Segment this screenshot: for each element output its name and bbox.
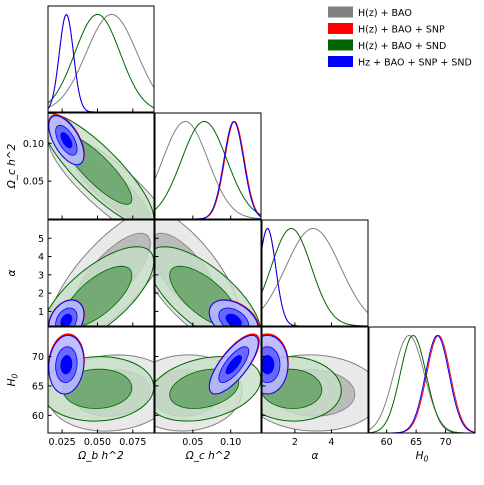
panel-omega_c-alpha — [154, 219, 262, 327]
legend-label-2: H(z) + BAO + SND — [358, 41, 446, 52]
contour-core-3 — [225, 313, 242, 326]
x-tick-label-omega_b: 0.075 — [119, 437, 146, 448]
pdf-omega_b-1 — [48, 13, 154, 112]
pdf-alpha-3 — [262, 227, 368, 326]
pdf-H0-1 — [369, 334, 475, 433]
y-tick-label-alpha: 5 — [38, 234, 44, 245]
x-axis-label-omega_b: Ω_b h^2 — [77, 450, 124, 462]
legend-label-1: H(z) + BAO + SNP — [358, 25, 445, 36]
panel-H0-H0 — [368, 326, 476, 434]
contour-core-3 — [225, 355, 242, 375]
x-tick-label-alpha: 4 — [328, 437, 334, 448]
y-tick-label-omega_c: 0.05 — [23, 177, 44, 188]
y-tick-label-H0: 65 — [32, 381, 44, 392]
x-tick-label-H0: 60 — [381, 437, 393, 448]
y-axis-label-alpha: α — [6, 269, 18, 276]
contour-core-3 — [262, 355, 275, 375]
contours-omega_c-alpha-2 — [155, 246, 261, 326]
x-tick-label-omega_b: 0.025 — [49, 437, 76, 448]
y-tick-label-alpha: 4 — [38, 252, 44, 263]
contours-omega_b-alpha-3 — [48, 299, 85, 326]
legend-swatch-3 — [328, 56, 353, 67]
pdf-H0-0 — [369, 334, 475, 433]
contour-core-3 — [60, 132, 73, 149]
legend-swatch-2 — [328, 39, 353, 51]
pdf-omega_c-3 — [155, 120, 261, 219]
panel-alpha-H0 — [261, 326, 369, 434]
y-tick-label-alpha: 3 — [38, 270, 44, 281]
x-axis-label-omega_c: Ω_c h^2 — [185, 450, 231, 462]
y-tick-label-alpha: 1 — [38, 307, 44, 318]
contours-omega_c-alpha-3 — [208, 299, 259, 326]
contours-omega_b-omega_c-3 — [48, 115, 85, 166]
legend-swatch-1 — [328, 23, 353, 34]
panel-omega_b-omega_c — [47, 112, 155, 220]
x-tick-label-omega_b: 0.050 — [84, 437, 111, 448]
panel-alpha-alpha — [261, 219, 369, 327]
legend: H(z) + BAO H(z) + BAO + SNP H(z) + BAO + S… — [328, 6, 472, 69]
y-tick-label-alpha: 2 — [38, 289, 44, 300]
panel-omega_b-omega_b — [47, 5, 155, 113]
panel-omega_b-H0 — [47, 326, 155, 434]
pdf-alpha-0 — [262, 227, 368, 314]
pdf-omega_b-2 — [48, 13, 154, 109]
x-tick-label-H0: 70 — [440, 437, 452, 448]
contours-omega_c-H0-3 — [208, 334, 259, 395]
y-tick-label-H0: 60 — [32, 411, 44, 422]
pdf-H0-3 — [369, 334, 475, 433]
pdf-H0-2 — [369, 334, 475, 433]
pdf-omega_b-0 — [48, 13, 154, 109]
contour-fills — [48, 113, 368, 432]
panel-omega_c-H0 — [154, 326, 262, 434]
contour-core-3 — [60, 355, 73, 375]
contour-core-3 — [60, 313, 73, 326]
axis-ticks: 0.025 0.050 0.075 0.05 0.10 2 4 60 65 70 0.05 0.10 1… — [23, 108, 452, 448]
x-tick-label-omega_c: 0.10 — [220, 437, 241, 448]
axis-labels: Ω_b h^2 Ω_c h^2 α H0 Ω_c h^2 α H0 — [6, 143, 429, 463]
contours-omega_b-H0-3 — [48, 334, 85, 395]
pdf-omega_c-0 — [155, 120, 261, 219]
contours-omega_b-alpha-2 — [48, 246, 154, 326]
legend-label-3: Hz + BAO + SNP + SND — [358, 58, 472, 69]
panel-omega_c-omega_c — [154, 112, 262, 220]
y-tick-label-omega_c: 0.10 — [23, 139, 44, 150]
panel-frames — [47, 5, 476, 434]
pdf-omega_b-3 — [48, 13, 154, 112]
contours-alpha-H0-3 — [262, 334, 289, 395]
panel-omega_b-alpha — [47, 219, 155, 327]
x-tick-label-omega_c: 0.05 — [182, 437, 203, 448]
y-axis-label-H0: H0 — [6, 373, 20, 386]
legend-label-0: H(z) + BAO — [358, 8, 412, 19]
y-tick-label-H0: 70 — [32, 352, 44, 363]
x-tick-label-alpha: 2 — [292, 437, 298, 448]
pdf-alpha-2 — [262, 227, 368, 326]
x-axis-label-H0: H0 — [416, 450, 429, 464]
x-tick-label-H0: 65 — [410, 437, 422, 448]
y-axis-label-omega_c: Ω_c h^2 — [6, 143, 18, 189]
pdf-omega_c-2 — [155, 120, 261, 216]
legend-swatch-0 — [328, 6, 353, 18]
x-axis-label-alpha: α — [312, 450, 319, 462]
